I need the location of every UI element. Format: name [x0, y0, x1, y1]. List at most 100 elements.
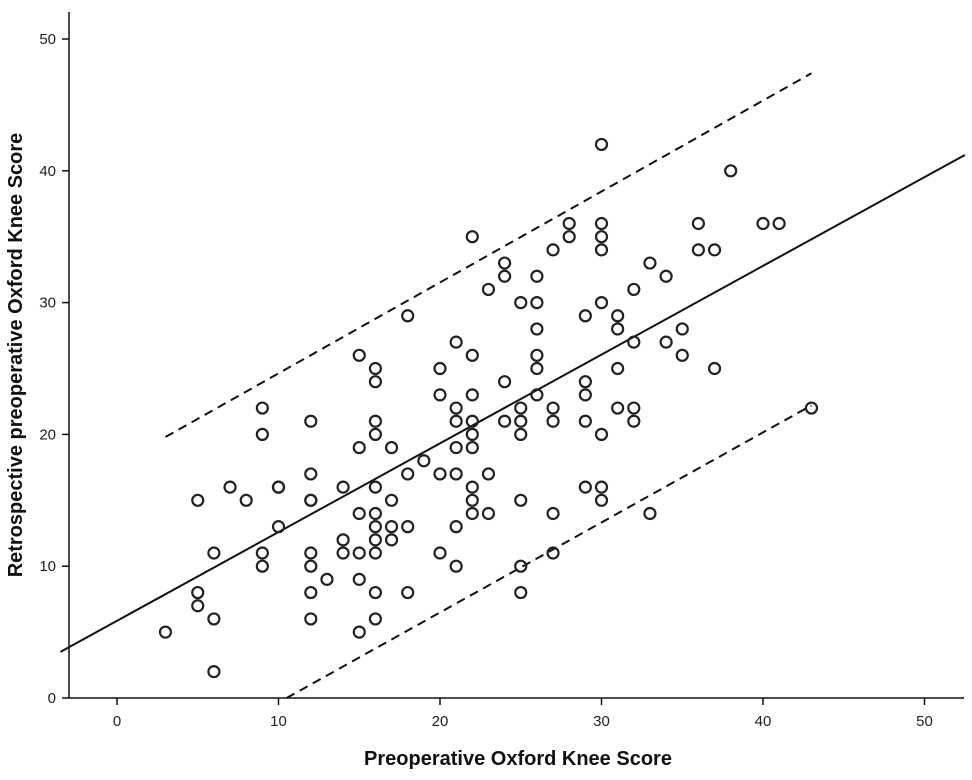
- data-point: [578, 480, 592, 494]
- data-point: [239, 493, 253, 507]
- data-point: [449, 440, 463, 455]
- data-point: [207, 665, 221, 679]
- data-point: [449, 414, 463, 428]
- data-point: [481, 282, 496, 297]
- data-point: [449, 559, 463, 573]
- data-point: [514, 401, 528, 415]
- data-point: [659, 335, 673, 349]
- data-point: [336, 533, 350, 547]
- data-point: [530, 388, 544, 402]
- data-point: [352, 572, 366, 586]
- data-point: [594, 137, 609, 152]
- data-point: [594, 427, 609, 441]
- x-tick-label: 30: [593, 713, 610, 730]
- data-point: [514, 427, 528, 441]
- data-point: [336, 480, 350, 494]
- data-point: [772, 216, 786, 231]
- data-point: [724, 164, 738, 178]
- data-point: [465, 388, 479, 402]
- data-point: [675, 322, 689, 336]
- data-point: [401, 309, 415, 323]
- data-point: [465, 427, 479, 441]
- data-point: [271, 520, 286, 534]
- data-point: [465, 230, 479, 244]
- data-point: [546, 414, 560, 428]
- data-point: [498, 256, 512, 270]
- lower-limit-line: [286, 404, 812, 699]
- data-point: [643, 506, 657, 521]
- x-tick-label: 0: [113, 713, 121, 730]
- data-point: [384, 533, 399, 547]
- data-point: [578, 309, 592, 323]
- data-point: [675, 348, 689, 362]
- data-point: [578, 414, 592, 428]
- data-point: [368, 427, 382, 441]
- data-point: [368, 375, 382, 389]
- data-point: [384, 440, 399, 455]
- data-point: [304, 585, 318, 600]
- data-point: [304, 546, 318, 560]
- data-point: [643, 256, 657, 270]
- data-point: [804, 401, 819, 415]
- data-point: [594, 243, 609, 257]
- data-point: [530, 361, 544, 376]
- data-point: [611, 322, 625, 336]
- data-point: [304, 467, 318, 481]
- data-point: [498, 269, 512, 283]
- data-point: [271, 480, 286, 494]
- data-point: [611, 309, 625, 323]
- data-point: [514, 296, 528, 310]
- data-point: [352, 625, 366, 639]
- data-point: [514, 414, 528, 428]
- data-point: [707, 361, 722, 376]
- data-point: [207, 546, 221, 560]
- data-point: [368, 520, 382, 534]
- data-point: [255, 401, 269, 415]
- data-point: [352, 440, 366, 455]
- y-tick-label: 50: [39, 31, 56, 48]
- data-point: [433, 361, 447, 376]
- data-points: [158, 137, 819, 679]
- y-axis-ticks: 0 10 20 30 40 50: [39, 31, 69, 707]
- data-point: [594, 480, 609, 494]
- data-point: [304, 559, 318, 573]
- data-point: [546, 401, 560, 415]
- data-point: [255, 546, 269, 560]
- x-tick-label: 40: [755, 713, 772, 730]
- data-point: [207, 612, 221, 626]
- data-point: [594, 493, 609, 507]
- data-point: [481, 506, 496, 521]
- data-point: [368, 414, 382, 428]
- data-point: [255, 559, 269, 573]
- data-point: [481, 467, 496, 481]
- data-point: [546, 546, 560, 560]
- data-point: [401, 467, 415, 481]
- y-axis-label: Retrospective preoperative Oxford Knee S…: [5, 133, 27, 578]
- data-point: [449, 401, 463, 415]
- data-point: [530, 269, 544, 283]
- upper-limit-line: [164, 72, 812, 438]
- fit-lines-group: [59, 72, 966, 699]
- regression-line: [59, 154, 966, 653]
- data-point: [352, 348, 366, 362]
- data-point: [659, 269, 673, 283]
- data-point: [465, 414, 479, 428]
- x-tick-label: 10: [270, 713, 287, 730]
- data-point: [691, 243, 706, 257]
- data-point: [756, 216, 770, 231]
- data-point: [594, 216, 609, 231]
- data-point: [627, 414, 641, 428]
- data-point: [465, 480, 479, 494]
- data-point: [368, 585, 382, 600]
- data-point: [530, 348, 544, 362]
- data-point: [611, 401, 625, 415]
- data-point: [304, 493, 318, 507]
- data-point: [352, 546, 366, 560]
- data-point: [578, 375, 592, 389]
- y-tick-label: 40: [39, 163, 56, 180]
- data-point: [368, 361, 382, 376]
- data-point: [417, 454, 431, 468]
- data-point: [627, 335, 641, 349]
- data-point: [465, 348, 479, 362]
